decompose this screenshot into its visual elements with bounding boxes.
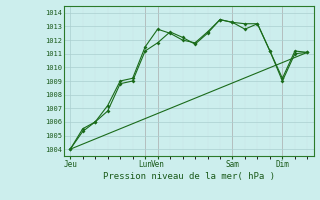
X-axis label: Pression niveau de la mer( hPa ): Pression niveau de la mer( hPa ) (103, 172, 275, 181)
